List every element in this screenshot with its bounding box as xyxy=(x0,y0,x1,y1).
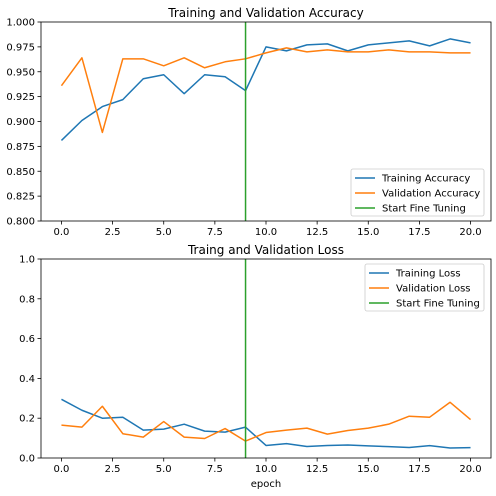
accuracy-x-tick-label: 12.5 xyxy=(306,227,328,238)
loss-chart: Traing and Validation Loss epoch 0.0 2.5 5… xyxy=(19,243,492,490)
loss-y-tick-label: 0.0 xyxy=(19,454,35,465)
loss-legend-entry: Start Fine Tuning xyxy=(396,299,480,310)
accuracy-y-tick-label: 0.875 xyxy=(6,142,35,153)
loss-x-tick-label: 20.0 xyxy=(459,464,481,475)
accuracy-legend-entry: Start Fine Tuning xyxy=(382,204,466,215)
accuracy-x-tick-label: 7.5 xyxy=(207,227,223,238)
accuracy-axes-frame xyxy=(40,21,492,222)
loss-x-tick-label: 17.5 xyxy=(408,464,430,475)
accuracy-legend-entry: Validation Accuracy xyxy=(382,189,480,200)
accuracy-y-tick-label: 0.950 xyxy=(6,67,35,78)
accuracy-x-tick-label: 20.0 xyxy=(459,227,481,238)
accuracy-legend-entry: Training Accuracy xyxy=(381,174,470,185)
accuracy-series-training-accuracy xyxy=(60,38,471,141)
accuracy-chart: Training and Validation Accuracy 0.0 2.5 5… xyxy=(6,6,492,238)
loss-x-tick-label: 5.0 xyxy=(156,464,172,475)
loss-y-tick-label: 0.4 xyxy=(19,374,35,385)
loss-series-validation-loss xyxy=(61,401,472,442)
accuracy-legend: Training Accuracy Validation Accuracy Star… xyxy=(350,168,485,217)
loss-legend-entry: Validation Loss xyxy=(396,284,471,295)
accuracy-x-tick-label: 0.0 xyxy=(54,227,70,238)
accuracy-y-tick-label: 0.900 xyxy=(6,117,35,128)
loss-x-tick-label: 7.5 xyxy=(207,464,223,475)
accuracy-y-tick-label: 1.000 xyxy=(6,18,35,29)
loss-y-tick-label: 0.8 xyxy=(19,294,35,305)
loss-legend: Training Loss Validation Loss Start Fine T… xyxy=(364,263,485,312)
accuracy-series-validation-accuracy xyxy=(60,47,471,134)
accuracy-y-tick-label: 0.800 xyxy=(6,217,35,228)
loss-legend-box xyxy=(364,263,485,312)
loss-y-tick-label: 0.2 xyxy=(19,414,35,425)
loss-y-tick-label: 1.0 xyxy=(19,255,35,266)
loss-x-tick-label: 0.0 xyxy=(54,464,70,475)
loss-x-tick-label: 10.0 xyxy=(255,464,277,475)
loss-axes-frame xyxy=(40,258,492,459)
accuracy-y-tick-label: 0.825 xyxy=(6,192,35,203)
accuracy-x-tick-label: 2.5 xyxy=(105,227,121,238)
accuracy-x-tick-label: 10.0 xyxy=(255,227,277,238)
accuracy-x-tick-label: 17.5 xyxy=(408,227,430,238)
loss-series-training-loss xyxy=(61,398,471,449)
accuracy-y-tick-label: 0.925 xyxy=(6,92,35,103)
loss-x-tick-label: 2.5 xyxy=(105,464,121,475)
loss-x-tick-label: 15.0 xyxy=(357,464,379,475)
loss-chart-title: Traing and Validation Loss xyxy=(187,243,344,257)
accuracy-x-tick-label: 15.0 xyxy=(357,227,379,238)
loss-y-tick-label: 0.6 xyxy=(19,334,35,345)
accuracy-chart-title: Training and Validation Accuracy xyxy=(167,6,363,20)
loss-x-tick-label: 12.5 xyxy=(306,464,328,475)
accuracy-x-tick-label: 5.0 xyxy=(156,227,172,238)
accuracy-y-tick-label: 0.975 xyxy=(6,42,35,53)
accuracy-legend-box xyxy=(350,168,485,217)
loss-chart-x-axis-label: epoch xyxy=(251,479,281,490)
accuracy-y-tick-label: 0.850 xyxy=(6,167,35,178)
loss-legend-entry: Training Loss xyxy=(395,269,461,280)
